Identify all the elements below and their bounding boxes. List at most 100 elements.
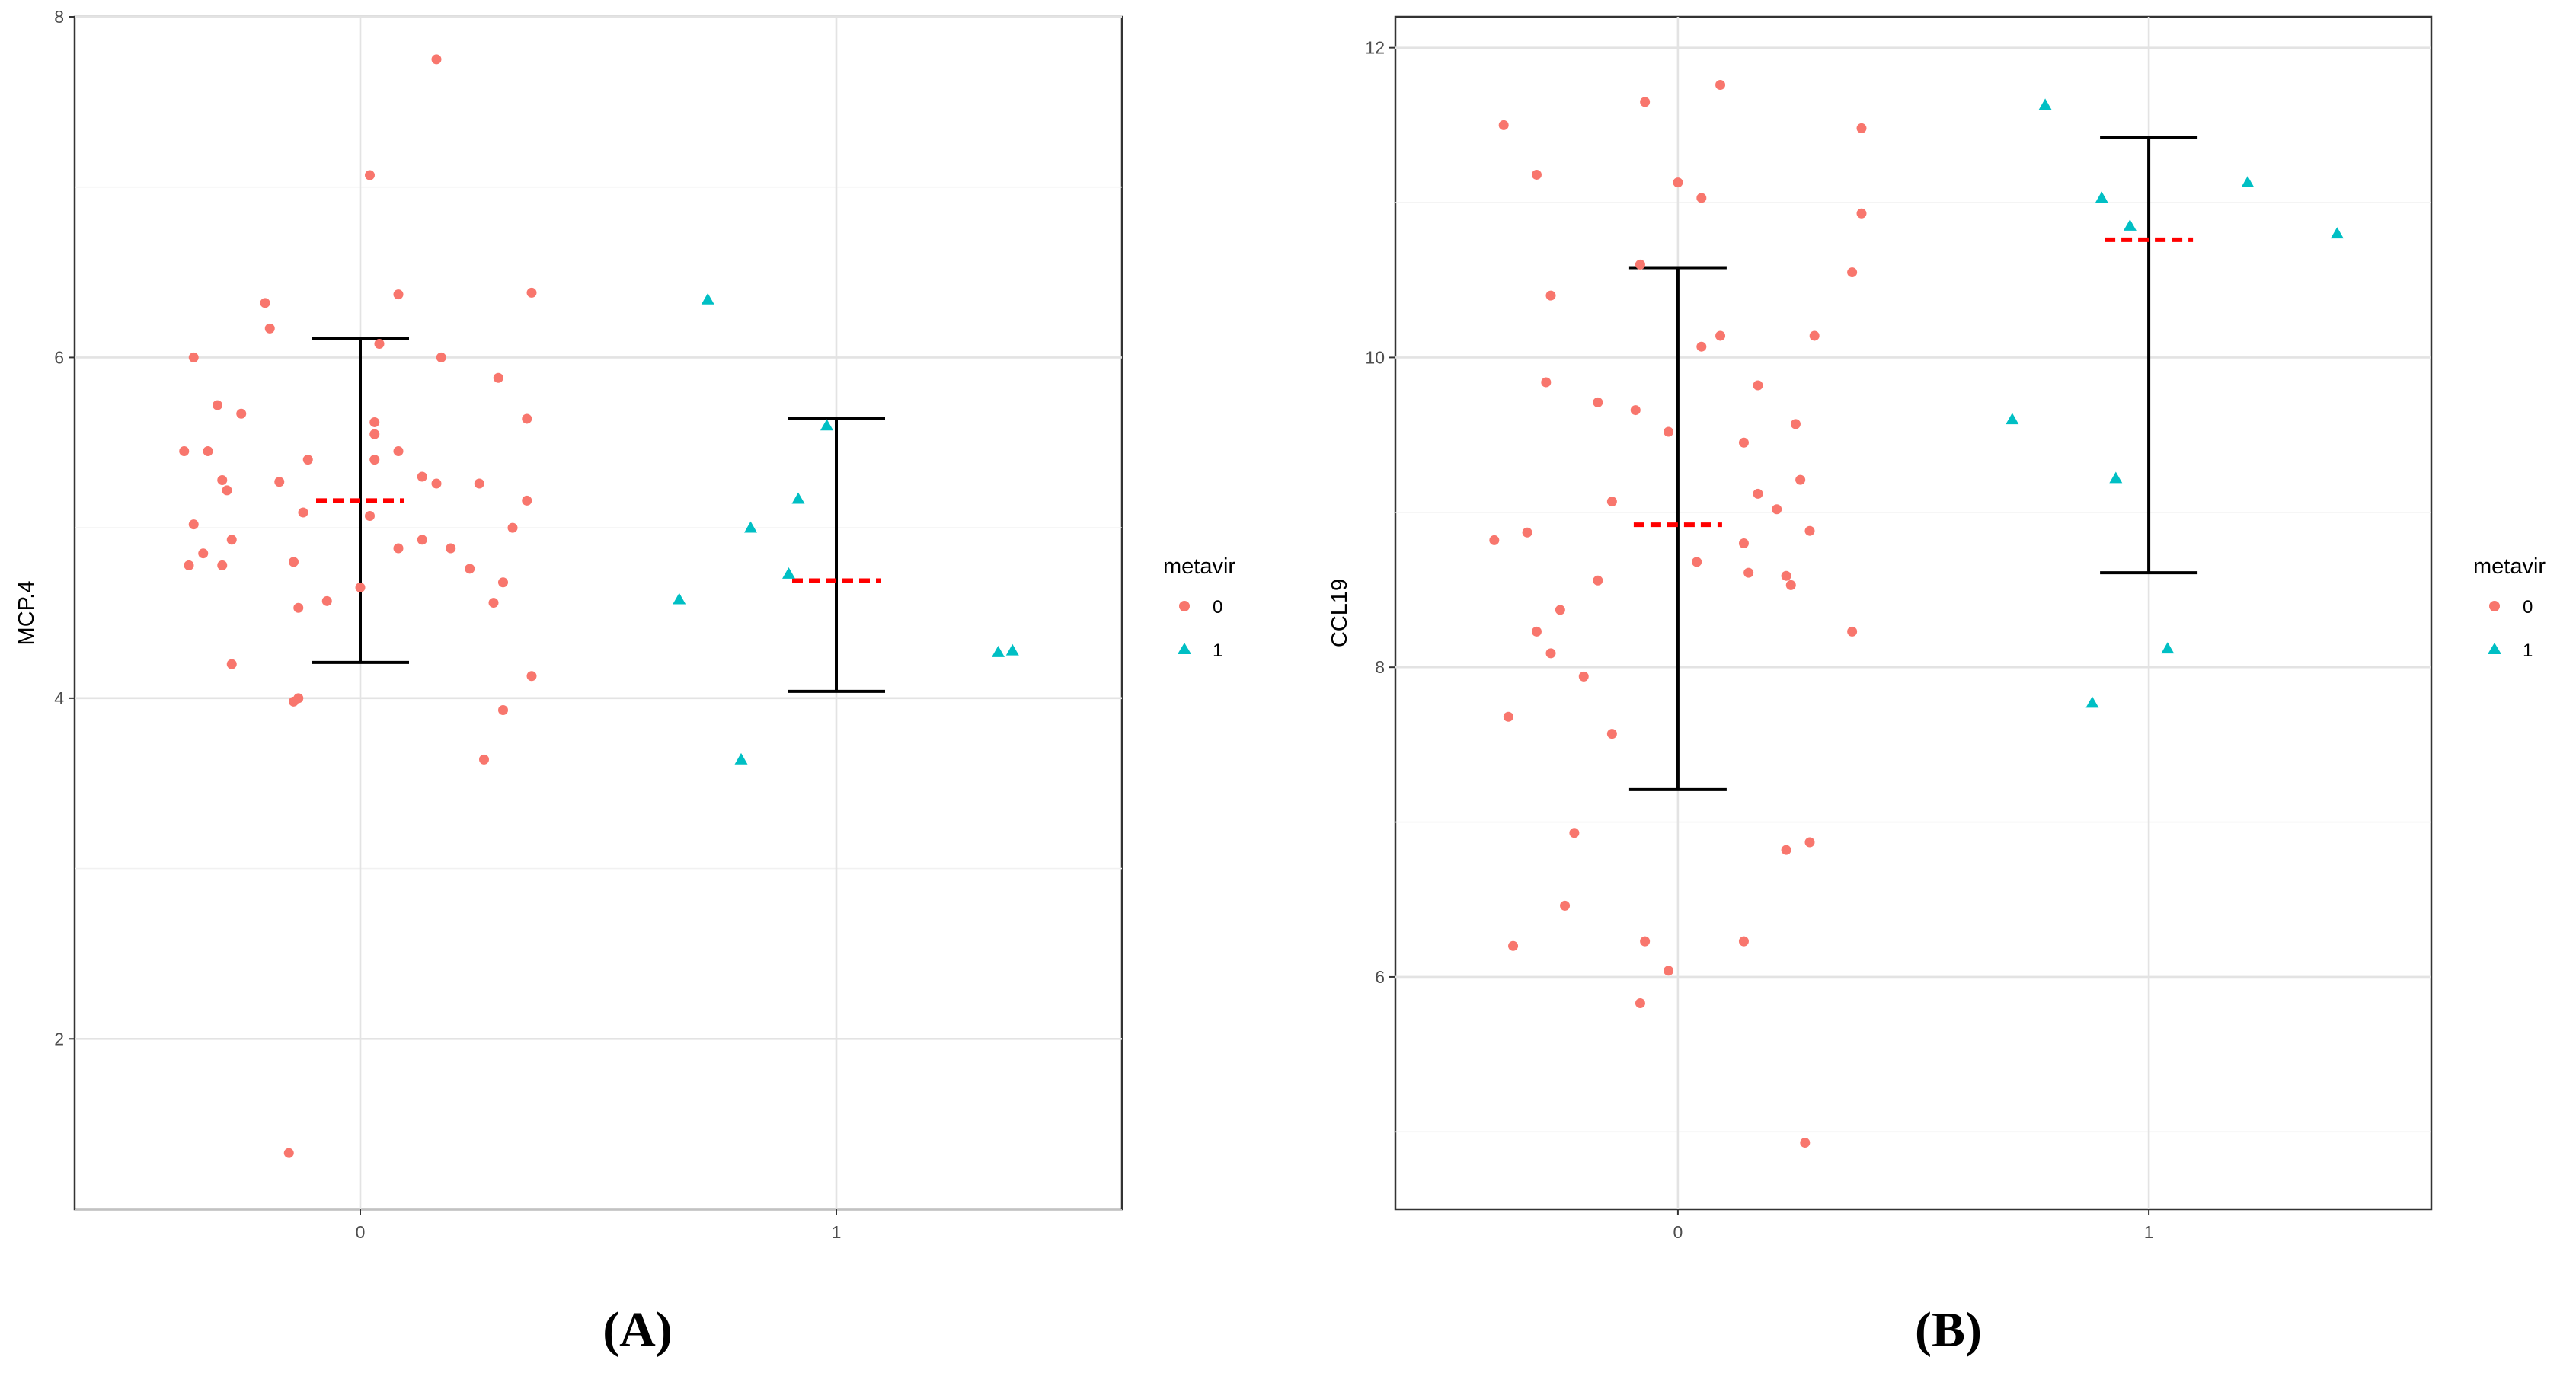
panel-b-point-group-0 <box>1847 626 1858 637</box>
panel-a-point-group-0 <box>369 429 380 439</box>
panel-b-points <box>1489 79 2344 1148</box>
panel-a-point-group-0 <box>198 548 209 559</box>
panel-b-point-group-0 <box>1664 966 1674 976</box>
panel-a-point-group-0 <box>522 495 532 506</box>
panel-b-legend-key-1 <box>2488 643 2501 654</box>
panel-a-point-group-0 <box>365 170 375 180</box>
panel-b-y-tick-label: 8 <box>1375 657 1385 677</box>
panel-a-point-group-0 <box>365 510 375 521</box>
panel-a-point-group-0 <box>498 577 508 588</box>
panel-a-point-group-0 <box>289 557 299 567</box>
panel-b-point-group-0 <box>1738 437 1749 448</box>
panel-b-point-group-0 <box>1531 626 1542 637</box>
panel-b-point-group-0 <box>1781 570 1791 581</box>
panel-b-point-group-0 <box>1664 426 1674 437</box>
panel-b: 6 8 10 12 0 1 CCL19 metavir 0 1 (B) <box>1328 15 2546 1358</box>
panel-b-point-group-0 <box>1569 828 1580 838</box>
panel-a-point-group-0 <box>369 455 380 465</box>
panel-b-point-group-0 <box>1847 267 1858 278</box>
panel-b-point-group-0 <box>1560 900 1571 911</box>
panel-a-point-group-0 <box>526 287 537 298</box>
panel-b-point-group-0 <box>1738 936 1749 947</box>
panel-b-point-group-0 <box>1696 193 1707 203</box>
panel-b-point-group-0 <box>1593 575 1603 586</box>
panel-a-point-group-0 <box>264 323 275 334</box>
panel-a-point-group-0 <box>302 455 313 465</box>
panel-a-point-group-1 <box>701 292 714 305</box>
panel-a-point-group-0 <box>236 408 247 419</box>
panel-a-point-group-0 <box>283 1148 294 1158</box>
panel-a-point-group-0 <box>274 477 285 487</box>
panel-b-point-group-1 <box>2330 227 2344 239</box>
panel-a-point-group-0 <box>217 475 228 486</box>
panel-b-ticks: 6 8 10 12 0 1 <box>1365 38 2153 1242</box>
panel-b-point-group-1 <box>2085 696 2099 708</box>
panel-a-ticks: 2 4 6 8 0 1 <box>54 7 841 1242</box>
panel-a-legend-key-0 <box>1179 601 1190 611</box>
panel-a-y-tick-label: 2 <box>54 1029 64 1049</box>
panel-b-point-group-0 <box>1753 488 1763 499</box>
panel-a-point-group-0 <box>507 522 518 533</box>
panel-a-legend-entry-0: 0 <box>1179 597 1222 618</box>
panel-a-point-group-0 <box>465 564 475 574</box>
panel-b-point-group-1 <box>2161 642 2175 654</box>
panel-a-point-group-1 <box>782 567 795 579</box>
panel-b-point-group-0 <box>1790 419 1801 429</box>
panel-a-point-group-1 <box>744 521 757 533</box>
panel-a-point-group-1 <box>992 645 1005 657</box>
panel-b-point-group-0 <box>1856 123 1867 133</box>
panel-b-point-group-0 <box>1606 729 1617 739</box>
panel-a-point-group-1 <box>1005 643 1019 656</box>
panel-a-point-group-0 <box>203 445 213 456</box>
panel-a-point-group-0 <box>479 754 489 765</box>
panel-a-legend-label-0: 0 <box>1213 597 1222 618</box>
panel-a-point-group-0 <box>417 535 427 545</box>
panel-a-point-group-0 <box>493 372 503 383</box>
panel-a-plot-area <box>73 15 1123 1211</box>
panel-a-points <box>179 54 1019 1158</box>
panel-b-legend-label-1: 1 <box>2523 640 2533 661</box>
panel-a-point-group-0 <box>293 602 304 613</box>
panel-b-point-group-0 <box>1809 330 1820 341</box>
panel-a-legend-title: metavir <box>1163 554 1235 579</box>
panel-a-y-tick-label: 8 <box>54 7 64 27</box>
panel-a-point-group-0 <box>188 519 199 530</box>
panel-b-point-group-0 <box>1630 405 1641 416</box>
panel-b-point-group-0 <box>1772 504 1782 515</box>
panel-b-y-tick-label: 12 <box>1365 38 1385 58</box>
panel-b-point-group-0 <box>1503 711 1513 722</box>
panel-a-point-group-0 <box>217 560 228 570</box>
panel-a-point-group-0 <box>393 289 404 300</box>
panel-b-point-group-0 <box>1804 525 1815 536</box>
panel-a-point-group-0 <box>498 705 508 716</box>
panel-b-point-group-0 <box>1498 120 1509 130</box>
panel-b-point-group-0 <box>1715 330 1726 341</box>
panel-a-summary <box>312 337 885 693</box>
panel-a-x-tick-label: 1 <box>832 1222 842 1242</box>
panel-a-y-axis-title: MCP.4 <box>14 581 39 646</box>
panel-a-point-group-0 <box>488 598 499 608</box>
panel-a-point-group-1 <box>820 419 833 431</box>
panel-a-point-group-0 <box>431 478 442 489</box>
panel-b-point-group-0 <box>1856 208 1867 219</box>
panel-b-point-group-0 <box>1489 535 1500 545</box>
panel-a-point-group-0 <box>474 478 484 489</box>
panel-b-point-group-0 <box>1593 397 1603 407</box>
panel-b-point-group-1 <box>2241 176 2255 187</box>
panel-a-point-group-0 <box>298 507 308 518</box>
panel-a-point-group-0 <box>226 659 237 669</box>
panel-b-y-tick-label: 6 <box>1375 967 1385 987</box>
panel-b-legend-entry-0: 0 <box>2489 597 2533 618</box>
panel-b-point-group-0 <box>1555 605 1565 615</box>
panel-a-y-tick-label: 6 <box>54 347 64 367</box>
panel-b-point-group-0 <box>1508 940 1519 951</box>
panel-b-point-group-0 <box>1738 538 1749 548</box>
panel-b-point-group-0 <box>1606 497 1617 507</box>
panel-a-legend-key-1 <box>1178 643 1191 654</box>
panel-a-point-group-0 <box>188 352 199 362</box>
panel-a-legend-entry-1: 1 <box>1178 640 1222 661</box>
panel-b-point-group-0 <box>1715 79 1726 90</box>
panel-b-y-tick-label: 10 <box>1365 347 1385 367</box>
panel-a-point-group-1 <box>791 492 805 504</box>
